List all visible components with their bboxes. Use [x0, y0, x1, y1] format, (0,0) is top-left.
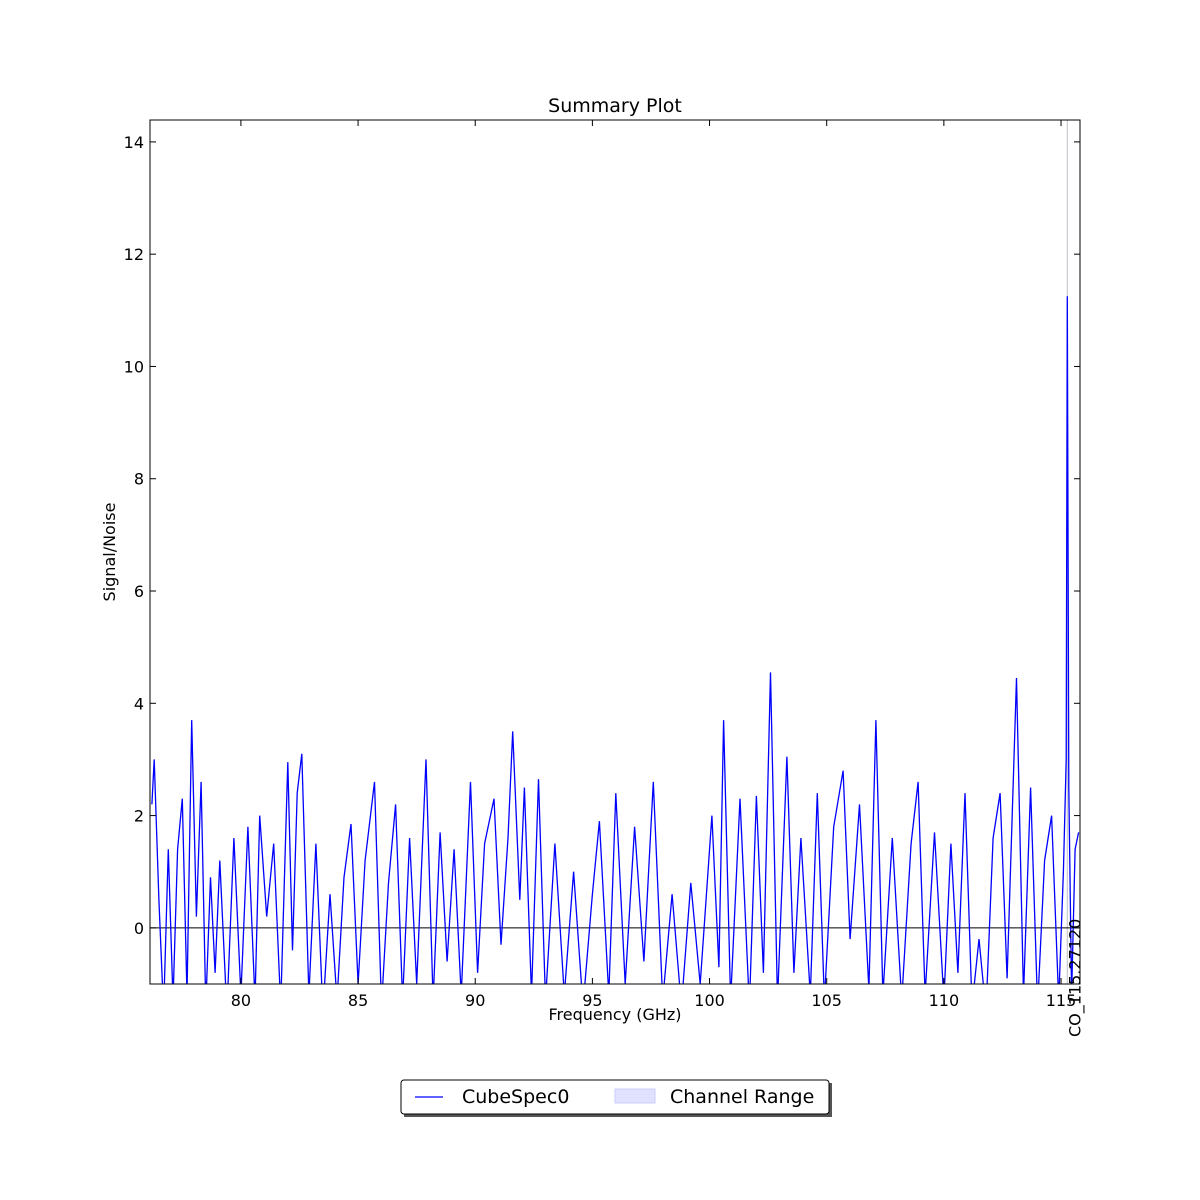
- legend-swatch: [614, 1088, 656, 1104]
- y-axis-label: Signal/Noise: [100, 503, 119, 602]
- legend-label: CubeSpec0: [462, 1086, 569, 1108]
- plot-clip: [150, 120, 1080, 984]
- x-tick-label: 85: [348, 991, 368, 1010]
- y-tick-label: 14: [124, 133, 144, 152]
- x-tick-label: 90: [465, 991, 485, 1010]
- y-tick-label: 8: [134, 470, 144, 489]
- y-tick-label: 10: [124, 357, 144, 376]
- x-tick-label: 80: [231, 991, 251, 1010]
- legend: CubeSpec0 Channel Range: [400, 1079, 832, 1117]
- x-tick-label: 110: [929, 991, 960, 1010]
- data-line: [151, 296, 1080, 984]
- x-tick-label: 95: [582, 991, 602, 1010]
- legend-label: Channel Range: [670, 1086, 814, 1108]
- x-tick-label: 105: [811, 991, 842, 1010]
- x-axis-label: Frequency (GHz): [548, 1005, 681, 1024]
- y-tick-label: 0: [134, 919, 144, 938]
- annotation-label: CO_115.27120: [1065, 919, 1085, 1037]
- y-tick-label: 4: [134, 694, 144, 713]
- plot-area: [150, 120, 1080, 984]
- plot-frame: [149, 119, 1081, 985]
- x-tick-label: 115: [1046, 991, 1077, 1010]
- chart-title: Summary Plot: [548, 95, 682, 117]
- x-tick-label: 100: [694, 991, 725, 1010]
- y-tick-label: 2: [134, 807, 144, 826]
- y-tick-label: 6: [134, 582, 144, 601]
- y-tick-label: 12: [124, 245, 144, 264]
